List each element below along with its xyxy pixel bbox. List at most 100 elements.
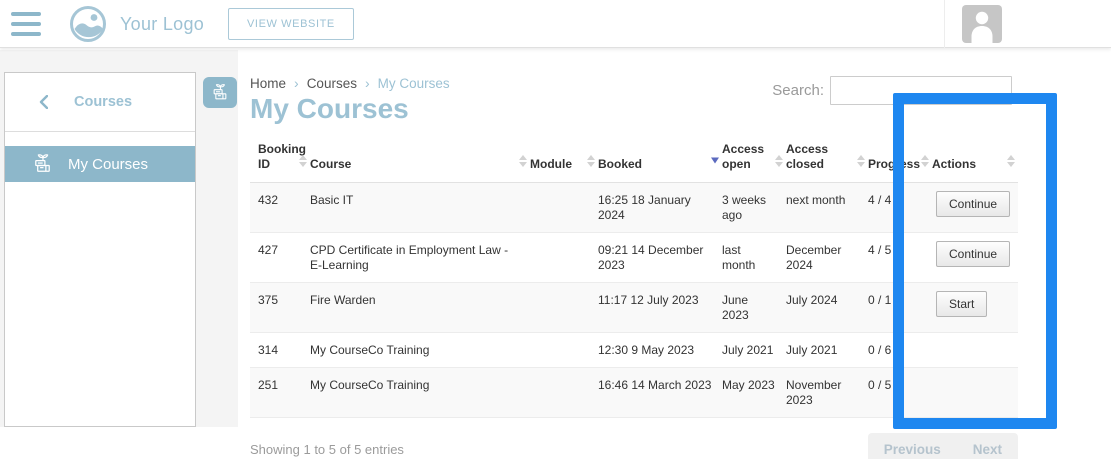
column-header-access-closed[interactable]: Access closed [786, 138, 868, 183]
sort-icon [921, 154, 929, 167]
table-row: 314 My CourseCo Training 12:30 9 May 2023 J… [250, 332, 1018, 368]
module-cell [530, 332, 598, 368]
table-header-row: Booking ID Course Module Booked Access o… [250, 138, 1018, 183]
sort-icon [299, 154, 307, 167]
sort-icon [857, 154, 865, 167]
course-cell: My CourseCo Training [310, 332, 530, 368]
topbar-divider [944, 0, 945, 48]
courses-table: Booking ID Course Module Booked Access o… [250, 138, 1018, 418]
courses-books-icon [31, 153, 54, 176]
column-header-course[interactable]: Course [310, 138, 530, 183]
column-header-module[interactable]: Module [530, 138, 598, 183]
continue-course-button[interactable]: Continue [936, 191, 1011, 217]
menu-icon[interactable] [11, 12, 41, 36]
access-open-cell: July 2021 [722, 332, 786, 368]
access-open-cell: June 2023 [722, 282, 786, 333]
booked-cell: 16:46 14 March 2023 [598, 367, 722, 418]
breadcrumb-separator: › [294, 75, 299, 91]
topbar: Your Logo VIEW WEBSITE [0, 0, 1111, 48]
booking-id-cell: 314 [250, 332, 310, 368]
sidebar-item-label: My Courses [68, 155, 149, 173]
booked-cell: 16:25 18 January 2024 [598, 182, 722, 233]
actions-cell: Start [932, 282, 1018, 333]
sidebar-rail: Courses My Courses [0, 50, 238, 427]
pagination-next[interactable]: Next [972, 442, 1002, 457]
access-closed-cell: July 2021 [786, 332, 868, 368]
avatar[interactable] [962, 5, 1002, 43]
booked-cell: 11:17 12 July 2023 [598, 282, 722, 333]
logo-image-icon [68, 4, 108, 44]
search: Search: [772, 76, 1012, 105]
table-body: 432 Basic IT 16:25 18 January 2024 3 weeks … [250, 182, 1018, 418]
actions-cell [932, 367, 1018, 418]
module-cell [530, 232, 598, 283]
continue-course-button[interactable]: Continue [936, 241, 1011, 267]
access-closed-cell: next month [786, 182, 868, 233]
booking-id-cell: 375 [250, 282, 310, 333]
sort-desc-icon [711, 157, 719, 164]
logo[interactable]: Your Logo [68, 4, 204, 44]
course-cell: Basic IT [310, 182, 530, 233]
course-cell: My CourseCo Training [310, 367, 530, 418]
sort-icon [587, 154, 595, 167]
courses-books-icon [210, 83, 230, 103]
booking-id-cell: 251 [250, 367, 310, 418]
module-cell [530, 182, 598, 233]
sort-icon [1007, 154, 1015, 167]
actions-cell: Continue [932, 232, 1018, 283]
sort-icon [775, 154, 783, 167]
user-icon [962, 5, 1002, 43]
entries-summary: Showing 1 to 5 of 5 entries [250, 442, 404, 457]
page-title: My Courses [250, 93, 409, 124]
course-cell: CPD Certificate in Employment Law - E-Le… [310, 232, 530, 283]
access-open-cell: 3 weeks ago [722, 182, 786, 233]
column-header-access-open[interactable]: Access open [722, 138, 786, 183]
sort-icon [519, 154, 527, 167]
table-row: 375 Fire Warden 11:17 12 July 2023 June 202… [250, 282, 1018, 333]
breadcrumb-courses[interactable]: Courses [306, 76, 357, 91]
table-row: 251 My CourseCo Training 16:46 14 March 20… [250, 367, 1018, 418]
booking-id-cell: 432 [250, 182, 310, 233]
course-cell: Fire Warden [310, 282, 530, 333]
pagination-previous[interactable]: Previous [883, 442, 941, 457]
progress-cell: 4 / 5 [868, 232, 932, 283]
pagination: Previous Next [867, 433, 1018, 459]
start-course-button[interactable]: Start [936, 291, 988, 317]
booked-cell: 09:21 14 December 2023 [598, 232, 722, 283]
column-header-booked[interactable]: Booked [598, 138, 722, 183]
sidebar-back-label: Courses [74, 94, 133, 110]
access-open-cell: last month [722, 232, 786, 283]
breadcrumb-my-courses: My Courses [377, 76, 450, 91]
access-closed-cell: July 2024 [786, 282, 868, 333]
table-row: 427 CPD Certificate in Employment Law - E… [250, 232, 1018, 283]
sidebar-back-courses[interactable]: Courses [5, 73, 195, 132]
logo-text: Your Logo [120, 13, 205, 34]
chevron-left-icon [39, 95, 48, 109]
search-label: Search: [772, 82, 824, 99]
column-header-actions[interactable]: Actions [932, 138, 1018, 183]
actions-cell [932, 332, 1018, 368]
table-footer: Showing 1 to 5 of 5 entries Previous Nex… [250, 433, 1018, 459]
access-closed-cell: December 2024 [786, 232, 868, 283]
main-content: Home › Courses › My Courses My Courses Searc… [250, 72, 1018, 459]
view-website-button[interactable]: VIEW WEBSITE [228, 8, 354, 40]
column-header-progress[interactable]: Progress [868, 138, 932, 183]
module-cell [530, 282, 598, 333]
column-header-booking-id[interactable]: Booking ID [250, 138, 310, 183]
search-input[interactable] [830, 76, 1012, 105]
sidebar-item-my-courses[interactable]: My Courses [5, 146, 195, 182]
progress-cell: 0 / 6 [868, 332, 932, 368]
access-open-cell: May 2023 [722, 367, 786, 418]
booking-id-cell: 427 [250, 232, 310, 283]
breadcrumb-separator: › [364, 75, 370, 91]
breadcrumb-home[interactable]: Home [250, 76, 287, 91]
sidebar-flyout-button[interactable] [203, 77, 237, 108]
progress-cell: 4 / 4 [868, 182, 932, 233]
actions-cell: Continue [932, 182, 1018, 233]
module-cell [530, 367, 598, 418]
progress-cell: 0 / 5 [868, 367, 932, 418]
breadcrumb: Home › Courses › My Courses [250, 75, 1018, 91]
booked-cell: 12:30 9 May 2023 [598, 332, 722, 368]
progress-cell: 0 / 1 [868, 282, 932, 333]
sidebar: Courses My Courses [4, 72, 196, 427]
